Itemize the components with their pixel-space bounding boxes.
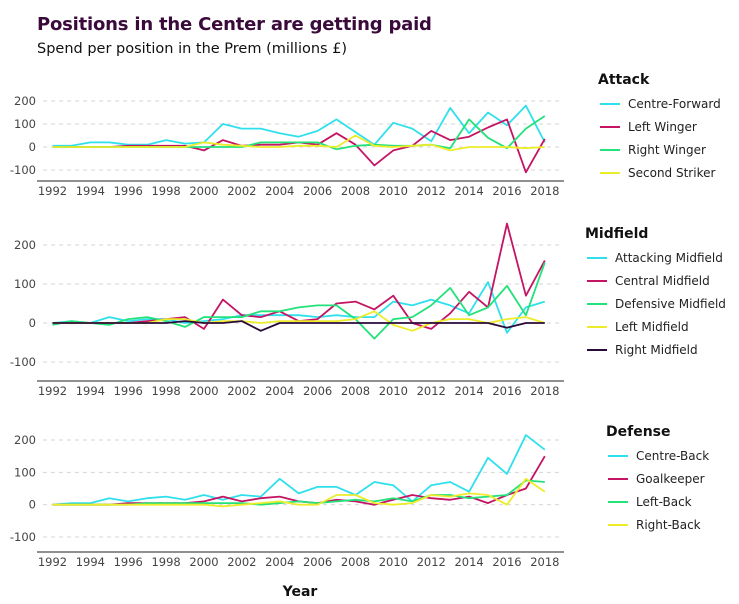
legend-title: Midfield xyxy=(585,226,648,242)
x-tick-label: 2000 xyxy=(189,555,218,569)
x-tick-label: 2000 xyxy=(189,384,218,398)
x-tick-label: 2008 xyxy=(341,184,370,198)
x-tick-label: 2004 xyxy=(265,184,294,198)
x-tick-label: 2010 xyxy=(379,184,408,198)
legend-label-left-back: Left-Back xyxy=(636,495,692,509)
y-tick-label: -100 xyxy=(10,355,36,369)
series-line-second-striker xyxy=(52,134,545,152)
x-tick-label: 2016 xyxy=(492,384,521,398)
x-tick-label: 2002 xyxy=(227,184,256,198)
x-tick-label: 2008 xyxy=(341,555,370,569)
x-tick-label: 1996 xyxy=(114,184,143,198)
x-tick-label: 1994 xyxy=(76,184,105,198)
panel-midfield: 200 100 0 -100 1992 1994 1996 1998 2000 2002 2004 2… xyxy=(10,222,726,398)
x-tick-label: 2006 xyxy=(303,555,332,569)
x-tick-label: 2006 xyxy=(303,384,332,398)
chart-subtitle: Spend per position in the Prem (millions… xyxy=(37,41,348,57)
series-line-attacking-midfield xyxy=(52,281,546,334)
legend-label-attacking-midfield: Attacking Midfield xyxy=(615,251,723,265)
legend-label-left-winger: Left Winger xyxy=(628,120,697,134)
x-tick-label: 2008 xyxy=(341,384,370,398)
y-tick-label: 200 xyxy=(14,94,36,108)
x-tick-label: 2010 xyxy=(379,384,408,398)
x-tick-label: 1992 xyxy=(38,384,67,398)
series-line-right-back xyxy=(52,477,546,508)
x-tick-label: 2012 xyxy=(417,555,446,569)
legend-label-centre-forward: Centre-Forward xyxy=(628,97,721,111)
x-tick-label: 1994 xyxy=(76,384,105,398)
x-tick-label: 1994 xyxy=(76,555,105,569)
y-tick-label: -100 xyxy=(10,530,36,544)
x-tick-label: 1998 xyxy=(151,555,180,569)
x-tick-label: 1998 xyxy=(151,384,180,398)
series-line-central-midfield xyxy=(52,222,546,330)
y-tick-label: 100 xyxy=(14,277,36,291)
x-tick-label: 2004 xyxy=(265,555,294,569)
series-line-centre-back xyxy=(52,434,546,506)
legend-label-defensive-midfield: Defensive Midfield xyxy=(615,297,726,311)
x-tick-label: 2002 xyxy=(227,555,256,569)
legend-label-right-back: Right-Back xyxy=(636,518,701,532)
y-tick-label: 0 xyxy=(29,498,36,512)
y-tick-label: 100 xyxy=(14,117,36,131)
chart-title: Positions in the Center are getting paid xyxy=(37,14,432,35)
y-tick-label: 200 xyxy=(14,238,36,252)
x-tick-label: 2004 xyxy=(265,384,294,398)
legend-label-centre-back: Centre-Back xyxy=(636,449,709,463)
series-line-defensive-midfield xyxy=(52,262,546,340)
x-tick-label: 2006 xyxy=(303,184,332,198)
legend-label-goalkeeper: Goalkeeper xyxy=(636,472,705,486)
legend-label-left-midfield: Left Midfield xyxy=(615,320,689,334)
y-tick-label: -100 xyxy=(10,163,36,177)
x-tick-label: 1992 xyxy=(38,184,67,198)
x-axis-label: Year xyxy=(282,584,318,600)
x-tick-label: 2018 xyxy=(530,384,559,398)
legend-label-right-midfield: Right Midfield xyxy=(615,343,698,357)
series-line-centre-forward xyxy=(52,104,546,147)
legend-label-central-midfield: Central Midfield xyxy=(615,274,710,288)
y-tick-label: 200 xyxy=(14,433,36,447)
x-tick-label: 1996 xyxy=(114,555,143,569)
series-line-right-midfield xyxy=(52,320,545,332)
x-tick-label: 1998 xyxy=(151,184,180,198)
y-tick-label: 0 xyxy=(29,316,36,330)
x-tick-label: 2018 xyxy=(530,184,559,198)
x-tick-label: 2014 xyxy=(454,184,483,198)
legend-label-right-winger: Right Winger xyxy=(628,143,706,157)
x-tick-label: 2000 xyxy=(189,184,218,198)
x-tick-label: 2002 xyxy=(227,384,256,398)
legend-title: Attack xyxy=(598,72,650,88)
x-tick-label: 1992 xyxy=(38,555,67,569)
x-tick-label: 1996 xyxy=(114,384,143,398)
x-tick-label: 2012 xyxy=(417,384,446,398)
x-tick-label: 2016 xyxy=(492,555,521,569)
y-tick-label: 0 xyxy=(29,140,36,154)
legend-title: Defense xyxy=(606,424,671,440)
x-tick-label: 2018 xyxy=(530,555,559,569)
x-tick-label: 2016 xyxy=(492,184,521,198)
x-tick-label: 2012 xyxy=(417,184,446,198)
x-tick-label: 2014 xyxy=(454,555,483,569)
x-tick-label: 2010 xyxy=(379,555,408,569)
x-tick-label: 2014 xyxy=(454,384,483,398)
legend-label-second-striker: Second Striker xyxy=(628,166,715,180)
y-tick-label: 100 xyxy=(14,465,36,479)
